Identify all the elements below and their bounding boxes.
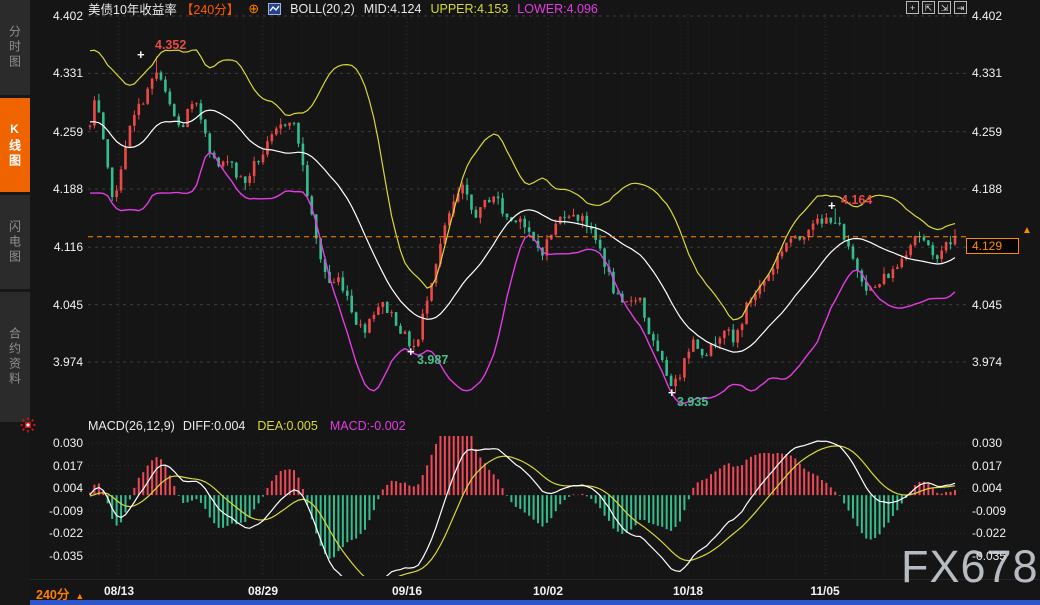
instrument-title: 美债10年收益率 — [88, 3, 177, 17]
watermark: FX678 — [901, 541, 1039, 592]
add-indicator-icon[interactable]: ⊕ — [248, 0, 260, 16]
price-up-arrow-icon: ▲ — [1022, 225, 1032, 236]
extreme-price-label: 4.164 — [841, 193, 873, 207]
last-price-tag: 4.129 — [966, 238, 1019, 254]
extreme-cross-marker: + — [668, 385, 676, 400]
macd-tick-label: 0.030 — [972, 436, 1003, 450]
price-tick-label: 4.116 — [53, 240, 83, 255]
sidebar: 分时图 K线图 闪电图 合约资料 — [0, 0, 30, 605]
date-label: 08/13 — [103, 584, 135, 598]
price-tick-label: 4.259 — [972, 124, 1003, 139]
macd-tick-label: -0.022 — [48, 526, 83, 541]
price-tick-label: 4.402 — [972, 9, 1003, 23]
price-tick-label: 4.188 — [52, 182, 83, 196]
date-label: 11/05 — [810, 584, 840, 598]
date-label: 08/29 — [247, 584, 279, 598]
macd-macd-value: MACD:-0.002 — [329, 419, 406, 433]
date-label: 10/02 — [532, 584, 564, 598]
period-dropdown-icon: ▲ — [75, 591, 85, 601]
macd-tick-label: -0.035 — [48, 549, 83, 563]
boll-mid-value: MID:4.124 — [363, 1, 422, 16]
period-text: 240分 — [36, 588, 70, 602]
extreme-price-label: 3.935 — [677, 395, 709, 409]
crosshair-tool-icon[interactable]: + — [906, 1, 919, 14]
expand-pane-icon[interactable]: ⇥ — [954, 1, 967, 14]
macd-tick-label: -0.009 — [48, 503, 83, 518]
price-tick-label: 3.974 — [52, 355, 83, 369]
macd-dea-value: DEA:0.005 — [257, 419, 318, 433]
macd-tick-label: -0.022 — [972, 526, 1007, 541]
extreme-price-label: 3.987 — [417, 353, 449, 367]
extreme-price-label: 4.352 — [155, 38, 187, 52]
chart-header: 美债10年收益率 【240分】 ⊕ BOLL(20,2) MID:4.124 U… — [88, 0, 598, 18]
price-tick-label: 4.402 — [52, 9, 83, 23]
sidebar-tab-label: 闪电图 — [7, 219, 22, 265]
bottom-accent-bar — [30, 600, 1040, 605]
sidebar-tab-time-chart[interactable]: 分时图 — [0, 0, 30, 95]
price-tick-label: 4.331 — [972, 66, 1003, 81]
macd-header: MACD(26,12,9) DIFF:0.004 DEA:0.005 MACD:… — [88, 419, 406, 433]
extreme-cross-marker: + — [828, 198, 836, 213]
macd-tick-label: -0.035 — [972, 549, 1007, 563]
alert-beacon-icon[interactable] — [20, 417, 36, 433]
price-tick-label: 4.188 — [972, 182, 1003, 196]
date-label: 10/18 — [672, 584, 704, 598]
macd-params-label: MACD(26,12,9) — [88, 419, 175, 433]
boll-lower-value: LOWER:4.096 — [517, 1, 598, 16]
macd-diff-value: DIFF:0.004 — [182, 419, 246, 433]
date-label: 09/16 — [391, 584, 423, 598]
chart-toolbar: + ⇱ ⇲ ⇥ — [906, 1, 967, 14]
price-tick-label: 4.259 — [52, 124, 83, 139]
macd-tick-label: 0.017 — [972, 458, 1003, 473]
boll-params-label: BOLL(20,2) — [290, 1, 355, 16]
macd-tick-label: 0.017 — [52, 458, 83, 473]
extreme-cross-marker: + — [137, 47, 145, 62]
sidebar-tab-label: 分时图 — [7, 25, 22, 70]
price-tick-label: 4.331 — [52, 66, 83, 81]
sidebar-tab-flash-chart[interactable]: 闪电图 — [0, 195, 30, 289]
chart-thumbnail-icon[interactable] — [268, 2, 282, 15]
macd-tick-label: -0.009 — [972, 503, 1007, 518]
dock-topleft-icon[interactable]: ⇱ — [922, 1, 935, 14]
price-tick-label: 4.045 — [52, 297, 83, 312]
dock-bottomright-icon[interactable]: ⇲ — [938, 1, 951, 14]
boll-upper-value: UPPER:4.153 — [430, 1, 509, 16]
sidebar-tab-label: 合约资料 — [7, 327, 22, 387]
sidebar-tab-label: K线图 — [7, 121, 22, 169]
macd-tick-label: 0.004 — [972, 481, 1003, 496]
price-tick-label: 3.974 — [972, 355, 1003, 369]
macd-tick-label: 0.004 — [52, 481, 83, 496]
sidebar-tab-contract-info[interactable]: 合约资料 — [0, 292, 30, 422]
macd-tick-label: 0.030 — [52, 436, 83, 450]
footer-divider — [30, 579, 1040, 580]
period-selector[interactable]: 240分 ▲ — [36, 584, 84, 603]
period-tag[interactable]: 【240分】 — [180, 3, 240, 17]
extreme-cross-marker: + — [407, 344, 415, 359]
sidebar-tab-kline-chart[interactable]: K线图 — [0, 98, 30, 192]
price-tick-label: 4.045 — [972, 297, 1003, 312]
